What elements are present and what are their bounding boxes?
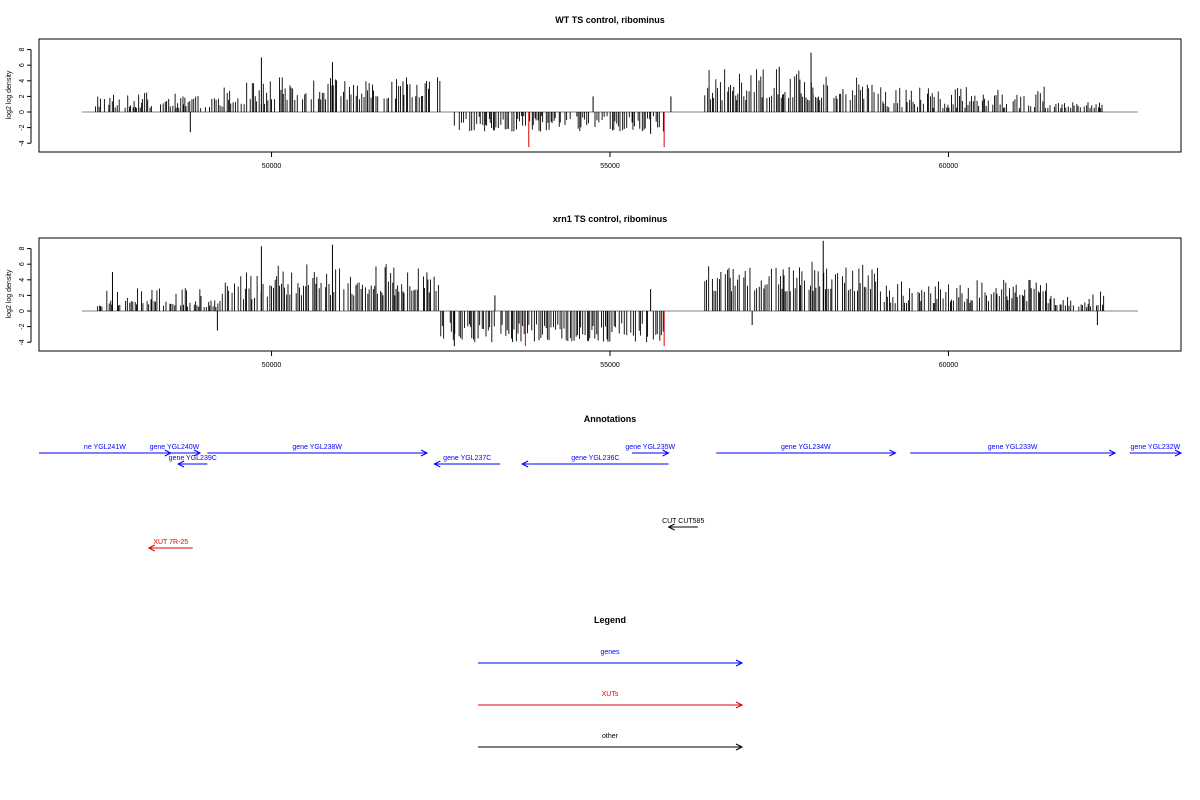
chart-title-xrn1: xrn1 TS control, ribominus: [553, 214, 668, 224]
legend-item-XUTs: XUTs: [478, 691, 744, 709]
y-axis-label-xrn1: log2 log density: [6, 269, 13, 318]
axes-wt: -4 -2 0 2 4 6 8 50000 55000 60000: [19, 48, 958, 170]
annotations-track: Annotations ne YGL241W gene YGL240W gene Y…: [39, 414, 1183, 552]
y-tick-label: -2: [19, 124, 26, 130]
annotation-feature: gene YGL237C: [433, 455, 501, 468]
legend-items: genes XUTs other: [478, 649, 744, 751]
annotation-feature: gene YGL238W: [207, 444, 429, 457]
y-tick-label: -2: [19, 323, 26, 329]
annotation-feature: XUT 7R-25: [147, 539, 193, 552]
y-tick-label: 4: [19, 79, 26, 83]
annotation-feature: gene YGL235W: [625, 444, 675, 457]
y-tick-label: 6: [19, 262, 26, 266]
y-tick-label: 8: [19, 48, 26, 52]
annotation-label: gene YGL239C: [169, 455, 217, 462]
annotation-label: CUT CUT585: [662, 518, 704, 525]
y-tick-label: 4: [19, 278, 26, 282]
legend-label: genes: [600, 649, 620, 656]
annotations-title: Annotations: [584, 414, 637, 424]
annotation-label: gene YGL237C: [443, 455, 491, 462]
chart-panel-xrn1: xrn1 TS control, ribominus log2 log dens…: [6, 214, 1182, 369]
legend-item-genes: genes: [478, 649, 744, 667]
annotation-feature: CUT CUT585: [662, 518, 704, 531]
plot-frame-wt: [38, 38, 1182, 153]
legend-item-other: other: [478, 733, 744, 751]
annotation-label: ne YGL241W: [84, 444, 126, 451]
legend: Legend genes XUTs other: [478, 615, 744, 751]
y-tick-label: 0: [19, 309, 26, 313]
y-tick-label: 2: [19, 293, 26, 297]
x-tick-label: 50000: [262, 362, 282, 369]
annotation-feature: gene YGL232W: [1129, 444, 1183, 457]
annotation-label: gene YGL234W: [781, 444, 831, 451]
axes-xrn1: -4 -2 0 2 4 6 8 50000 55000 60000: [19, 247, 958, 369]
annotation-label: gene YGL235W: [625, 444, 675, 451]
legend-label: XUTs: [602, 691, 619, 698]
annotation-label: gene YGL238W: [292, 444, 342, 451]
x-tick-label: 50000: [262, 163, 282, 170]
bar-series-xrn1: [82, 240, 1138, 347]
y-tick-label: 8: [19, 247, 26, 251]
y-tick-label: 0: [19, 110, 26, 114]
legend-title: Legend: [594, 615, 626, 625]
annotation-feature: gene YGL233W: [910, 444, 1117, 457]
x-tick-label: 60000: [939, 163, 959, 170]
y-tick-label: 2: [19, 94, 26, 98]
annotation-feature: gene YGL240W: [148, 444, 202, 457]
annotation-label: gene YGL232W: [1131, 444, 1181, 451]
annotation-feature: gene YGL236C: [521, 455, 669, 468]
bar-series-wt: [82, 52, 1138, 148]
annotation-label: gene YGL236C: [571, 455, 619, 462]
x-tick-label: 55000: [600, 362, 620, 369]
y-tick-label: 6: [19, 63, 26, 67]
annotation-feature: gene YGL234W: [716, 444, 897, 457]
annotation-label: gene YGL240W: [150, 444, 200, 451]
x-tick-label: 55000: [600, 163, 620, 170]
annotation-label: gene YGL233W: [988, 444, 1038, 451]
y-axis-label-wt: log2 log density: [6, 70, 13, 119]
chart-panel-wt: WT TS control, ribominus log2 log densit…: [6, 15, 1182, 170]
y-tick-label: -4: [19, 339, 26, 345]
x-tick-label: 60000: [939, 362, 959, 369]
annotation-features: ne YGL241W gene YGL240W gene YGL239C gene Y…: [39, 444, 1183, 552]
chart-title-wt: WT TS control, ribominus: [555, 15, 665, 25]
annotation-label: XUT 7R-25: [153, 539, 188, 546]
y-tick-label: -4: [19, 140, 26, 146]
annotation-feature: gene YGL239C: [169, 455, 217, 468]
legend-label: other: [602, 733, 619, 740]
